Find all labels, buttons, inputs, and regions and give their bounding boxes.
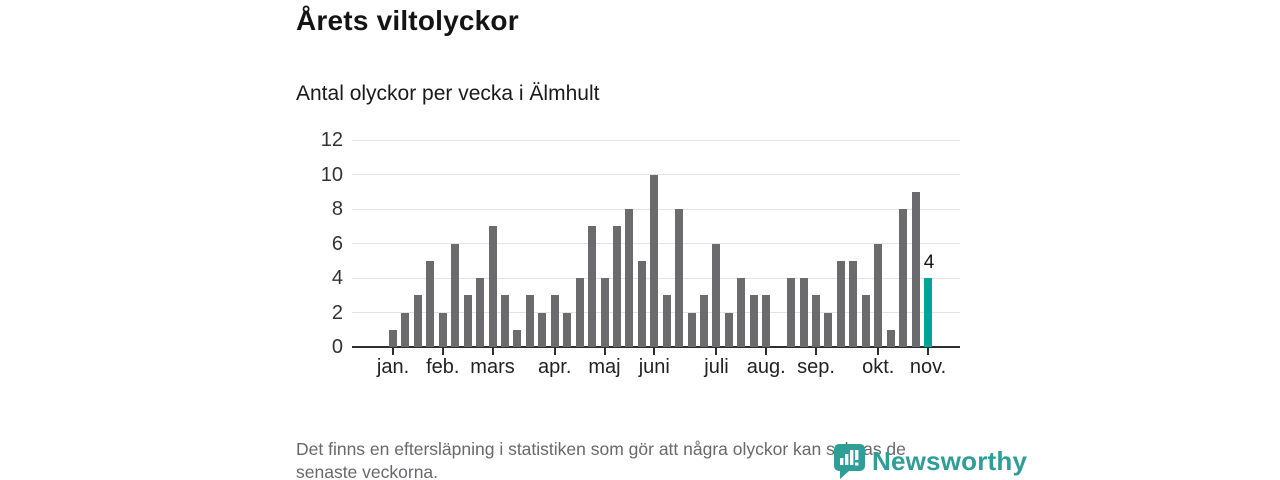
x-axis-label-nov: nov. [909,356,947,378]
newsworthy-logo: Newsworthy [834,444,1027,480]
x-tick-juli [715,348,718,355]
x-axis-label-sep: sep. [797,356,835,378]
y-axis-label-0: 0 [331,336,343,358]
page-title: Årets viltolyckor [296,5,519,36]
bar-week-16 [575,278,584,347]
bar-week-23 [662,295,671,347]
bar-week-22 [650,174,659,347]
newsworthy-brand-name: Newsworthy [872,446,1028,476]
x-axis-label-apr: apr. [538,356,572,378]
y-axis-label-4: 4 [331,267,343,289]
bar-week-27 [712,243,721,347]
newsworthy-pin-icon [834,444,865,480]
bar-week-29 [737,278,746,347]
bar-week-19 [612,226,621,347]
bar-week-26 [700,295,709,347]
bar-week-12 [525,295,534,347]
x-tick-jan [392,348,394,355]
x-axis-label-maj: maj [588,356,621,378]
bar-week-35 [812,295,821,347]
x-tick-feb [441,348,444,355]
x-tick-okt [877,348,880,355]
bar-week-7 [463,295,472,347]
bar-week-3 [413,295,422,347]
bar-week-43 [911,191,920,347]
bar-week-1 [389,329,397,347]
x-tick-apr [553,348,556,355]
y-axis-label-12: 12 [320,129,343,151]
bar-week-21 [637,260,646,347]
footer-note-line2: senaste veckorna. [296,462,439,480]
bar-week-42 [899,209,908,347]
bar-chart-plot: 0 2 4 6 8 10 12 4 jan. feb. mars apr. maj juni juli aug… [321,130,960,378]
x-tick-mars [491,348,494,355]
bar-week-38 [849,260,858,347]
bar-week-37 [836,260,845,347]
bar-week-9 [488,226,497,347]
bar-week-18 [600,278,609,347]
footer-note-line1: Det finns en eftersläpning i statistiken… [296,439,906,459]
bar-week-8 [476,278,485,347]
bar-week-25 [687,312,696,347]
bar-week-34 [799,278,808,347]
bar-week-39 [861,295,870,347]
x-tick-sep [815,348,818,355]
bar-week-36 [824,312,833,347]
bar-week-4 [426,260,435,347]
x-axis-label-juli: juli [704,356,729,378]
y-axis-label-10: 10 [320,163,343,186]
x-axis-label-juni: juni [638,356,670,378]
x-axis-label-aug: aug. [746,356,786,378]
bar-week-28 [724,312,733,347]
bar-week-10 [500,295,509,347]
x-tick-juni [653,348,656,355]
x-axis-label-jan: jan. [376,356,410,378]
x-tick-aug [765,348,768,355]
x-tick-maj [603,348,606,355]
chart-subtitle: Antal olyckor per vecka i Älmhult [296,82,600,105]
bar-week-40 [874,243,883,347]
x-axis-label-feb: feb. [426,356,460,378]
y-axis-label-6: 6 [331,232,343,255]
last-value-label: 4 [923,252,935,273]
bar-week-33 [787,278,796,347]
bar-week-44 [924,278,932,347]
bar-week-11 [513,329,522,347]
bar-week-41 [886,329,895,347]
bar-week-13 [538,312,547,347]
bar-week-31 [762,295,771,347]
bar-week-24 [675,209,684,347]
bar-week-6 [451,243,460,347]
x-tick-nov [927,348,929,355]
x-axis-label-okt: okt. [862,356,895,378]
y-axis-label-8: 8 [331,198,343,220]
x-axis-line [352,346,960,348]
gridline-y12 [352,139,960,141]
x-axis-label-mars: mars [470,356,515,378]
bar-week-2 [401,312,410,347]
footer-note: Det finns en eftersläpning i statistiken… [296,438,906,480]
bar-week-15 [563,312,572,347]
bar-week-30 [749,295,758,347]
bar-week-17 [588,226,597,347]
y-axis-label-2: 2 [331,301,343,324]
bar-week-5 [438,312,447,347]
bar-week-14 [550,295,559,347]
bar-week-20 [625,209,634,347]
